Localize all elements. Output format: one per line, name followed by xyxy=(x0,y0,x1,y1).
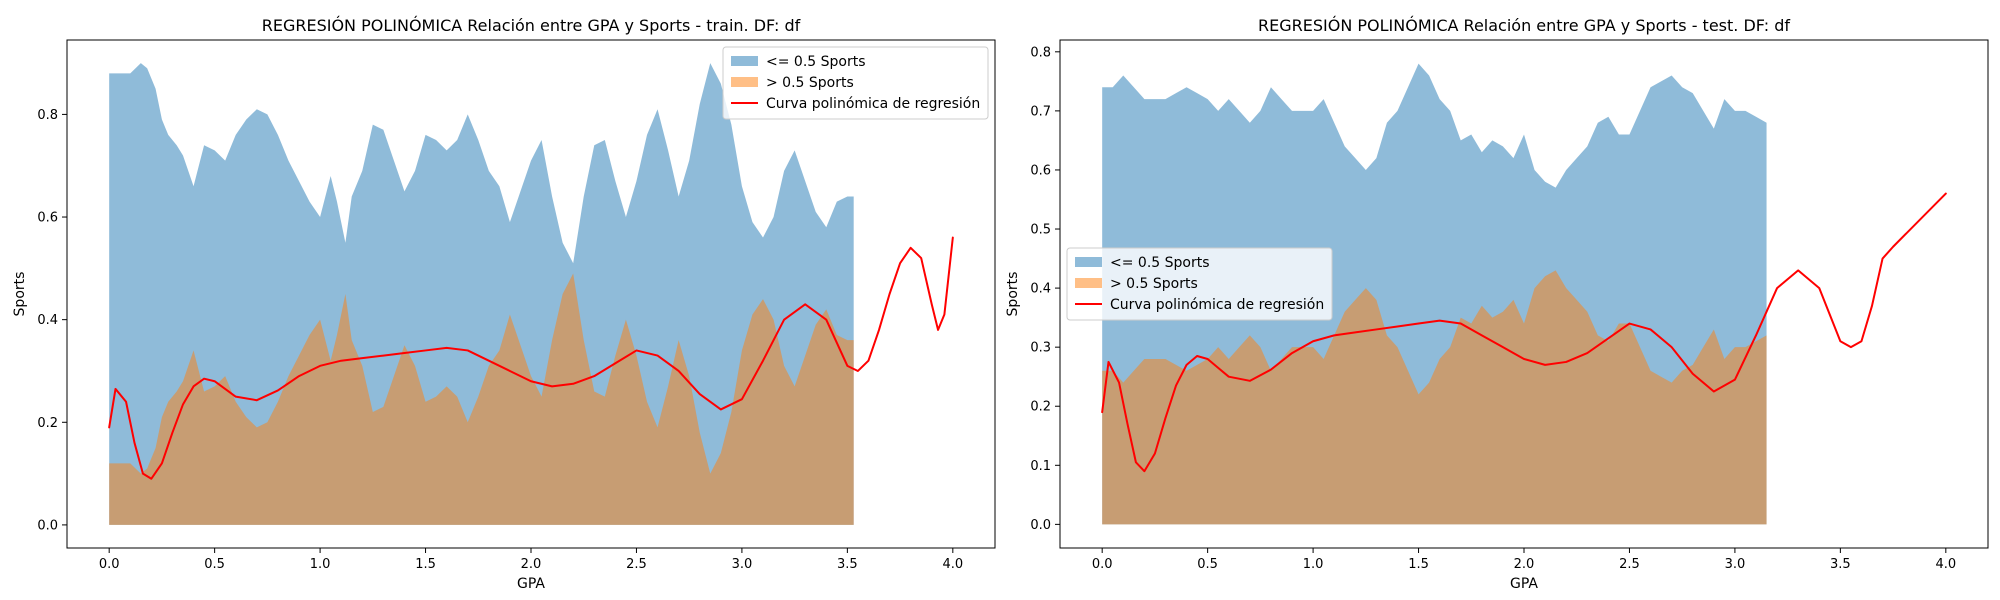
x-tick-label: 3.5 xyxy=(1830,557,1851,572)
y-axis-label: Sports xyxy=(12,272,28,317)
x-tick-label: 0.5 xyxy=(204,557,225,572)
legend-label: Curva polinómica de regresión xyxy=(766,96,980,112)
legend-label: Curva polinómica de regresión xyxy=(1110,297,1324,313)
x-tick-label: 3.0 xyxy=(732,557,753,572)
legend: <= 0.5 Sports > 0.5 Sports Curva polinómic… xyxy=(722,46,989,120)
y-tick-label: 0.8 xyxy=(1030,45,1051,60)
x-tick-label: 3.0 xyxy=(1725,557,1746,572)
x-tick-label: 1.0 xyxy=(1303,557,1324,572)
legend-label: <= 0.5 Sports xyxy=(766,54,866,70)
legend-swatch xyxy=(731,77,758,87)
x-tick-label: 2.0 xyxy=(521,557,542,572)
y-tick-label: 0.2 xyxy=(37,416,58,431)
chart-test: 0.0 0.5 1.0 1.5 2.0 2.5 3.0 3.5 4.0 0.0 0.1 0.2 0.3 0… xyxy=(1005,16,1989,592)
x-tick-label: 2.5 xyxy=(626,557,647,572)
legend-swatch xyxy=(1075,278,1102,288)
y-tick-label: 0.0 xyxy=(37,518,58,533)
area-series-1 xyxy=(1102,270,1767,525)
y-tick-label: 0.2 xyxy=(1030,400,1051,415)
legend-box xyxy=(722,46,989,120)
x-tick-label: 4.0 xyxy=(1935,557,1956,572)
y-tick-label: 0.4 xyxy=(1030,282,1051,297)
y-tick-label: 0.5 xyxy=(1030,223,1051,238)
x-tick-label: 1.0 xyxy=(310,557,331,572)
chart-title: REGRESIÓN POLINÓMICA Relación entre GPA … xyxy=(1258,16,1790,35)
x-tick-label: 2.0 xyxy=(1514,557,1535,572)
y-tick-label: 0.8 xyxy=(37,108,58,123)
legend-swatch xyxy=(1075,257,1102,267)
x-tick-label: 3.5 xyxy=(837,557,858,572)
legend-swatch xyxy=(731,56,758,66)
x-tick-label: 4.0 xyxy=(942,557,963,572)
x-tick-label: 0.0 xyxy=(99,557,120,572)
x-tick-label: 2.5 xyxy=(1619,557,1640,572)
y-tick-label: 0.7 xyxy=(1030,104,1051,119)
regression-curve xyxy=(1101,192,1947,473)
x-tick-label: 1.5 xyxy=(415,557,436,572)
x-tick-label: 1.5 xyxy=(1408,557,1429,572)
regression-curve xyxy=(108,236,954,480)
x-tick-label: 0.0 xyxy=(1092,557,1113,572)
y-tick-label: 0.0 xyxy=(1030,518,1051,533)
y-tick-label: 0.4 xyxy=(37,313,58,328)
y-tick-label: 0.3 xyxy=(1030,341,1051,356)
y-tick-label: 0.6 xyxy=(37,211,58,226)
x-tick-label: 0.5 xyxy=(1197,557,1218,572)
chart-train: 0.0 0.5 1.0 1.5 2.0 2.5 3.0 3.5 4.0 0.0 0.2 0.4 0.6 0… xyxy=(12,16,996,592)
legend-label: > 0.5 Sports xyxy=(1110,276,1198,292)
x-axis-label: GPA xyxy=(517,576,545,592)
legend: <= 0.5 Sports > 0.5 Sports Curva polinómic… xyxy=(1066,247,1333,321)
x-axis-label: GPA xyxy=(1510,576,1538,592)
y-tick-label: 0.1 xyxy=(1030,459,1051,474)
area-series-1 xyxy=(109,273,854,525)
legend-label: <= 0.5 Sports xyxy=(1110,255,1210,271)
y-axis-label: Sports xyxy=(1005,272,1021,317)
legend-box xyxy=(1066,247,1333,321)
legend-label: > 0.5 Sports xyxy=(766,75,854,91)
y-tick-label: 0.6 xyxy=(1030,163,1051,178)
chart-title: REGRESIÓN POLINÓMICA Relación entre GPA … xyxy=(262,16,801,35)
